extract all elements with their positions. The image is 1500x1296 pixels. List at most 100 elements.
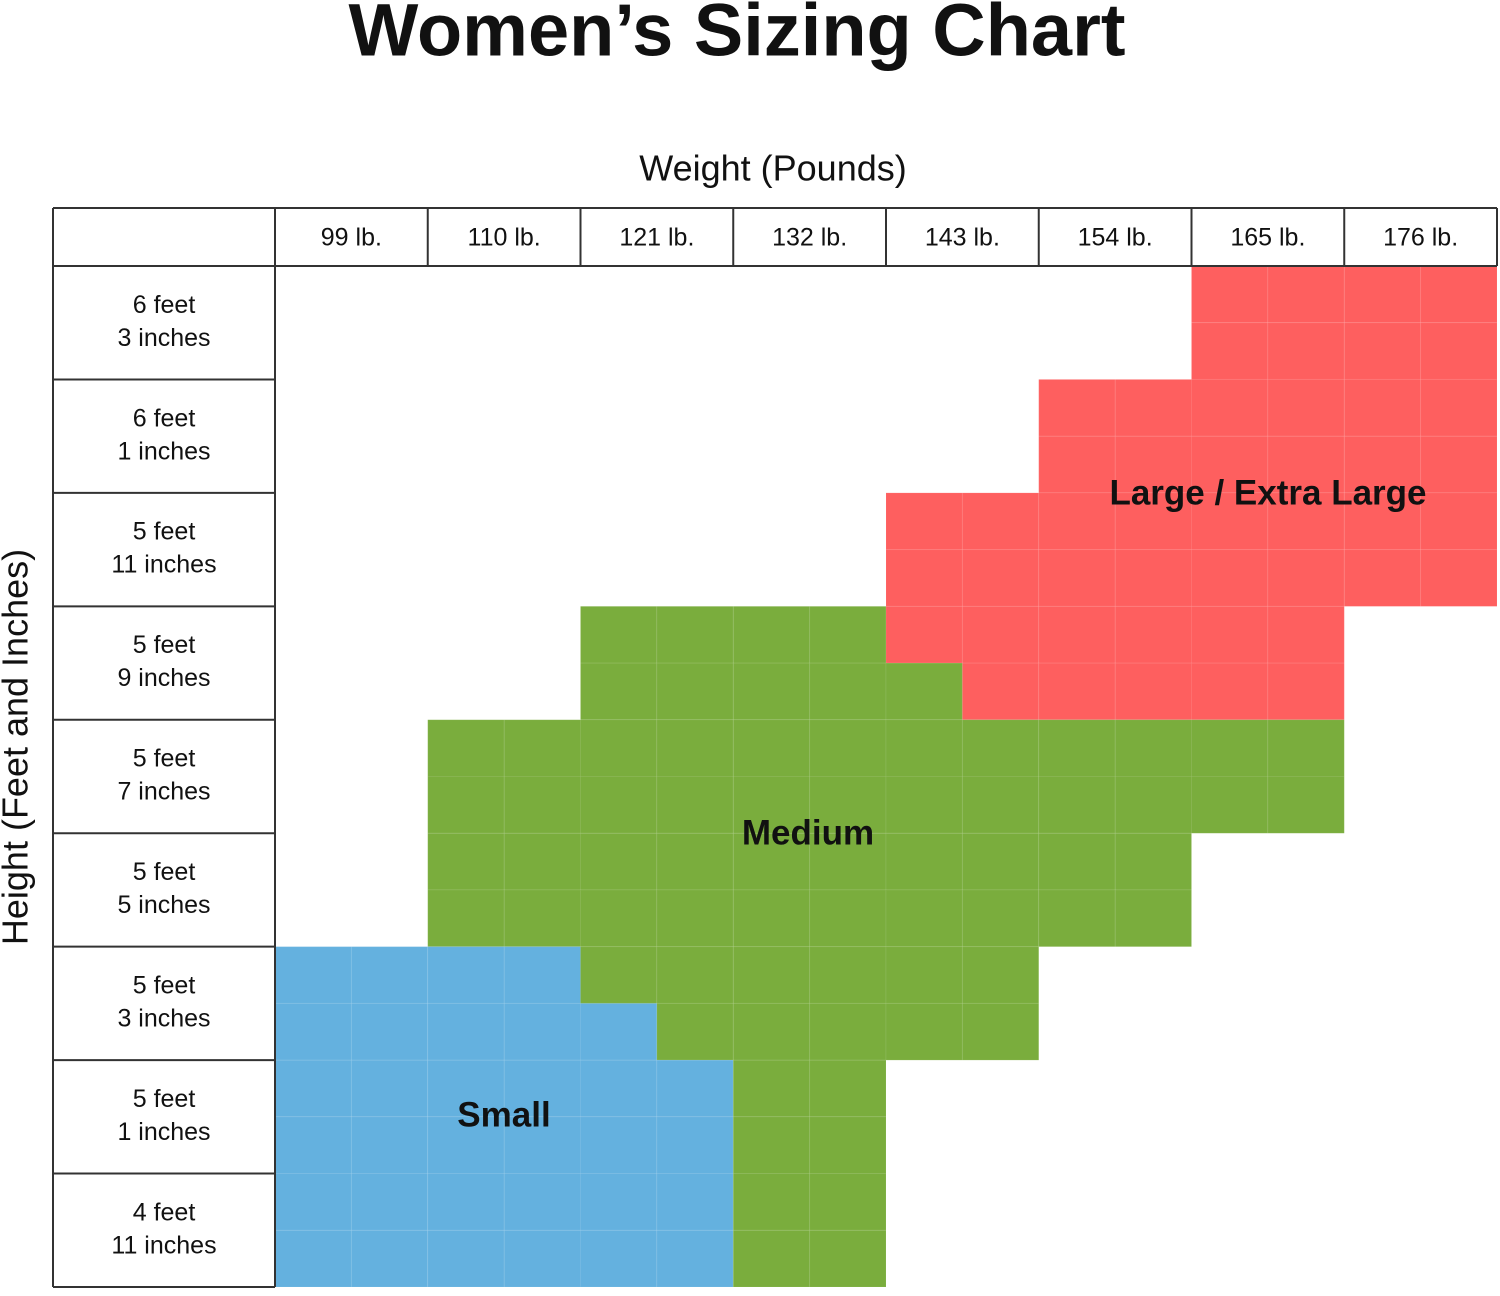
row-header: 4 feet (133, 1198, 196, 1226)
row-header: 5 feet (133, 858, 196, 886)
size-cell (1114, 719, 1192, 777)
size-cell (1191, 378, 1269, 437)
size-cell (961, 832, 1040, 891)
y-axis-label: Height (Feet and Inches) (0, 549, 36, 945)
size-cell (1038, 549, 1116, 607)
size-cell (503, 776, 581, 834)
size-cell (885, 492, 963, 551)
size-cell (1267, 549, 1345, 607)
size-cell (656, 776, 734, 834)
row-header: 3 inches (117, 324, 210, 352)
size-cell (1343, 549, 1422, 607)
size-cell (1038, 719, 1116, 777)
size-cell (1267, 605, 1345, 664)
size-cell (1267, 776, 1345, 834)
size-cell (809, 776, 887, 834)
size-cell (809, 1116, 887, 1175)
size-cell (732, 889, 811, 948)
size-cell (580, 1116, 658, 1175)
size-cell (503, 832, 581, 891)
size-cell (961, 492, 1040, 551)
size-cell (1343, 378, 1422, 437)
size-cell (961, 776, 1040, 834)
size-cell (1343, 492, 1422, 551)
size-cell (427, 946, 505, 1004)
size-cell (427, 1059, 505, 1118)
size-cell (274, 1059, 352, 1118)
size-cell (1191, 776, 1269, 834)
size-cell (1191, 435, 1269, 494)
size-cell (427, 1173, 505, 1231)
size-cell (1420, 492, 1498, 551)
size-cell (427, 719, 505, 777)
region-label: Large / Extra Large (1109, 473, 1426, 512)
size-cell (350, 1059, 429, 1118)
size-cell (503, 1173, 581, 1231)
size-cell (656, 605, 734, 664)
size-cell (656, 662, 734, 721)
column-header: 99 lb. (321, 224, 382, 252)
row-header: 6 feet (133, 291, 196, 319)
size-cell (580, 946, 658, 1004)
row-header: 5 feet (133, 971, 196, 999)
size-cell (885, 776, 963, 834)
size-cell (656, 1059, 734, 1118)
row-header: 9 inches (117, 664, 210, 692)
size-cell (961, 605, 1040, 664)
column-header: 143 lb. (925, 224, 1000, 252)
size-cell (274, 1002, 352, 1061)
size-cell (1343, 435, 1422, 494)
size-cell (1267, 435, 1345, 494)
column-header: 154 lb. (1078, 224, 1153, 252)
size-cell (732, 1173, 811, 1231)
size-cell (656, 946, 734, 1004)
size-cell (1191, 662, 1269, 721)
size-cell (656, 719, 734, 777)
size-cell (503, 1002, 581, 1061)
size-cell (274, 946, 352, 1004)
size-cell (809, 662, 887, 721)
size-cell (1191, 265, 1269, 324)
region-label: Medium (742, 813, 874, 852)
size-cell (809, 605, 887, 664)
size-cell (656, 1173, 734, 1231)
size-cell (274, 1173, 352, 1231)
size-cell (503, 1229, 581, 1288)
size-cell (809, 1059, 887, 1118)
size-cell (1114, 776, 1192, 834)
size-cell (1038, 662, 1116, 721)
size-cell (503, 889, 581, 948)
size-cell (885, 832, 963, 891)
size-cell (732, 662, 811, 721)
size-cell (961, 1002, 1040, 1061)
size-cell (503, 946, 581, 1004)
size-cell (885, 662, 963, 721)
size-cell (656, 1229, 734, 1288)
size-cell (1420, 378, 1498, 437)
size-cell (1420, 265, 1498, 324)
size-cell (580, 889, 658, 948)
size-cell (350, 1229, 429, 1288)
size-cell (1038, 378, 1116, 437)
size-cell (961, 719, 1040, 777)
row-header: 6 feet (133, 404, 196, 432)
size-cell (503, 1116, 581, 1175)
size-cell (1114, 378, 1192, 437)
size-cell (809, 889, 887, 948)
size-cell (961, 889, 1040, 948)
column-header: 176 lb. (1383, 224, 1458, 252)
size-cell (1267, 662, 1345, 721)
row-header: 5 feet (133, 1085, 196, 1113)
size-cell (809, 946, 887, 1004)
size-cell (427, 776, 505, 834)
size-cell (580, 719, 658, 777)
size-cell (809, 832, 887, 891)
size-cell (961, 946, 1040, 1004)
size-cell (885, 605, 963, 664)
size-cell (1191, 549, 1269, 607)
size-cell (656, 889, 734, 948)
size-cell (885, 549, 963, 607)
size-cell (1114, 832, 1192, 891)
size-cell (580, 1059, 658, 1118)
size-cell (580, 605, 658, 664)
